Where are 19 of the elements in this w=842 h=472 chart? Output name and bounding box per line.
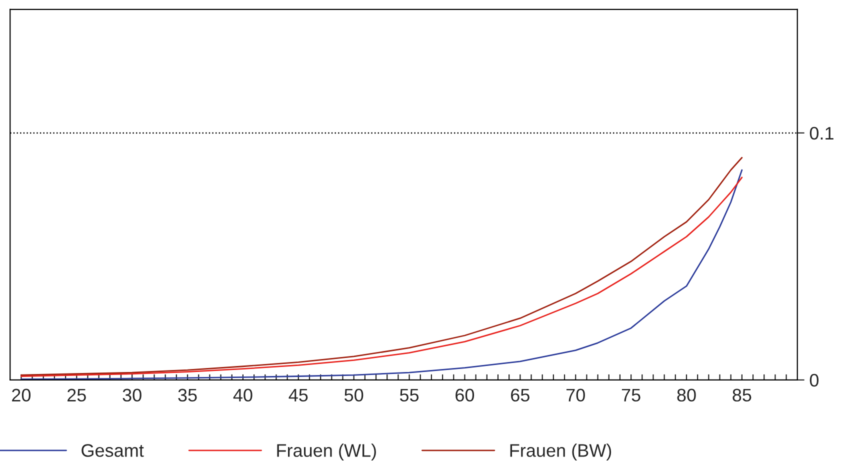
- x-tick-label: 45: [288, 388, 308, 402]
- legend-label: Frauen (BW): [510, 444, 612, 460]
- legend-label: Gesamt: [82, 444, 144, 457]
- x-tick-label: 75: [622, 388, 640, 402]
- x-tick-label: 80: [677, 388, 696, 402]
- y-tick-label: 0: [810, 374, 819, 387]
- x-tick-label: 30: [122, 388, 142, 402]
- x-tick-label: 25: [68, 388, 86, 402]
- x-tick-label: 55: [400, 388, 419, 402]
- x-tick-label: 60: [456, 388, 474, 402]
- x-tick-label: 20: [12, 388, 31, 402]
- y-tick-label: 0.1: [810, 126, 834, 140]
- x-tick-label: 65: [511, 388, 530, 402]
- x-tick-label: 70: [566, 388, 585, 402]
- legend-label: Frauen (WL): [277, 444, 376, 460]
- x-tick-label: 50: [344, 388, 364, 402]
- x-tick-label: 85: [732, 388, 752, 402]
- x-tick-label: 40: [233, 388, 252, 402]
- x-tick-label: 35: [178, 388, 197, 402]
